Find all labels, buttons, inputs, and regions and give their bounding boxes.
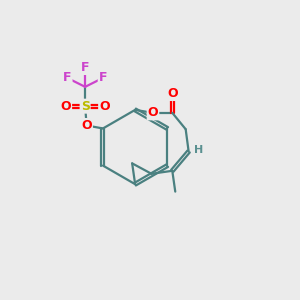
- Text: O: O: [167, 87, 178, 100]
- Text: F: F: [63, 71, 71, 84]
- Text: O: O: [148, 106, 158, 119]
- Text: S: S: [81, 100, 90, 113]
- Text: F: F: [99, 71, 107, 84]
- Text: O: O: [99, 100, 110, 113]
- Text: O: O: [81, 119, 92, 132]
- Text: H: H: [194, 145, 204, 155]
- Text: O: O: [61, 100, 71, 113]
- Text: F: F: [81, 61, 89, 74]
